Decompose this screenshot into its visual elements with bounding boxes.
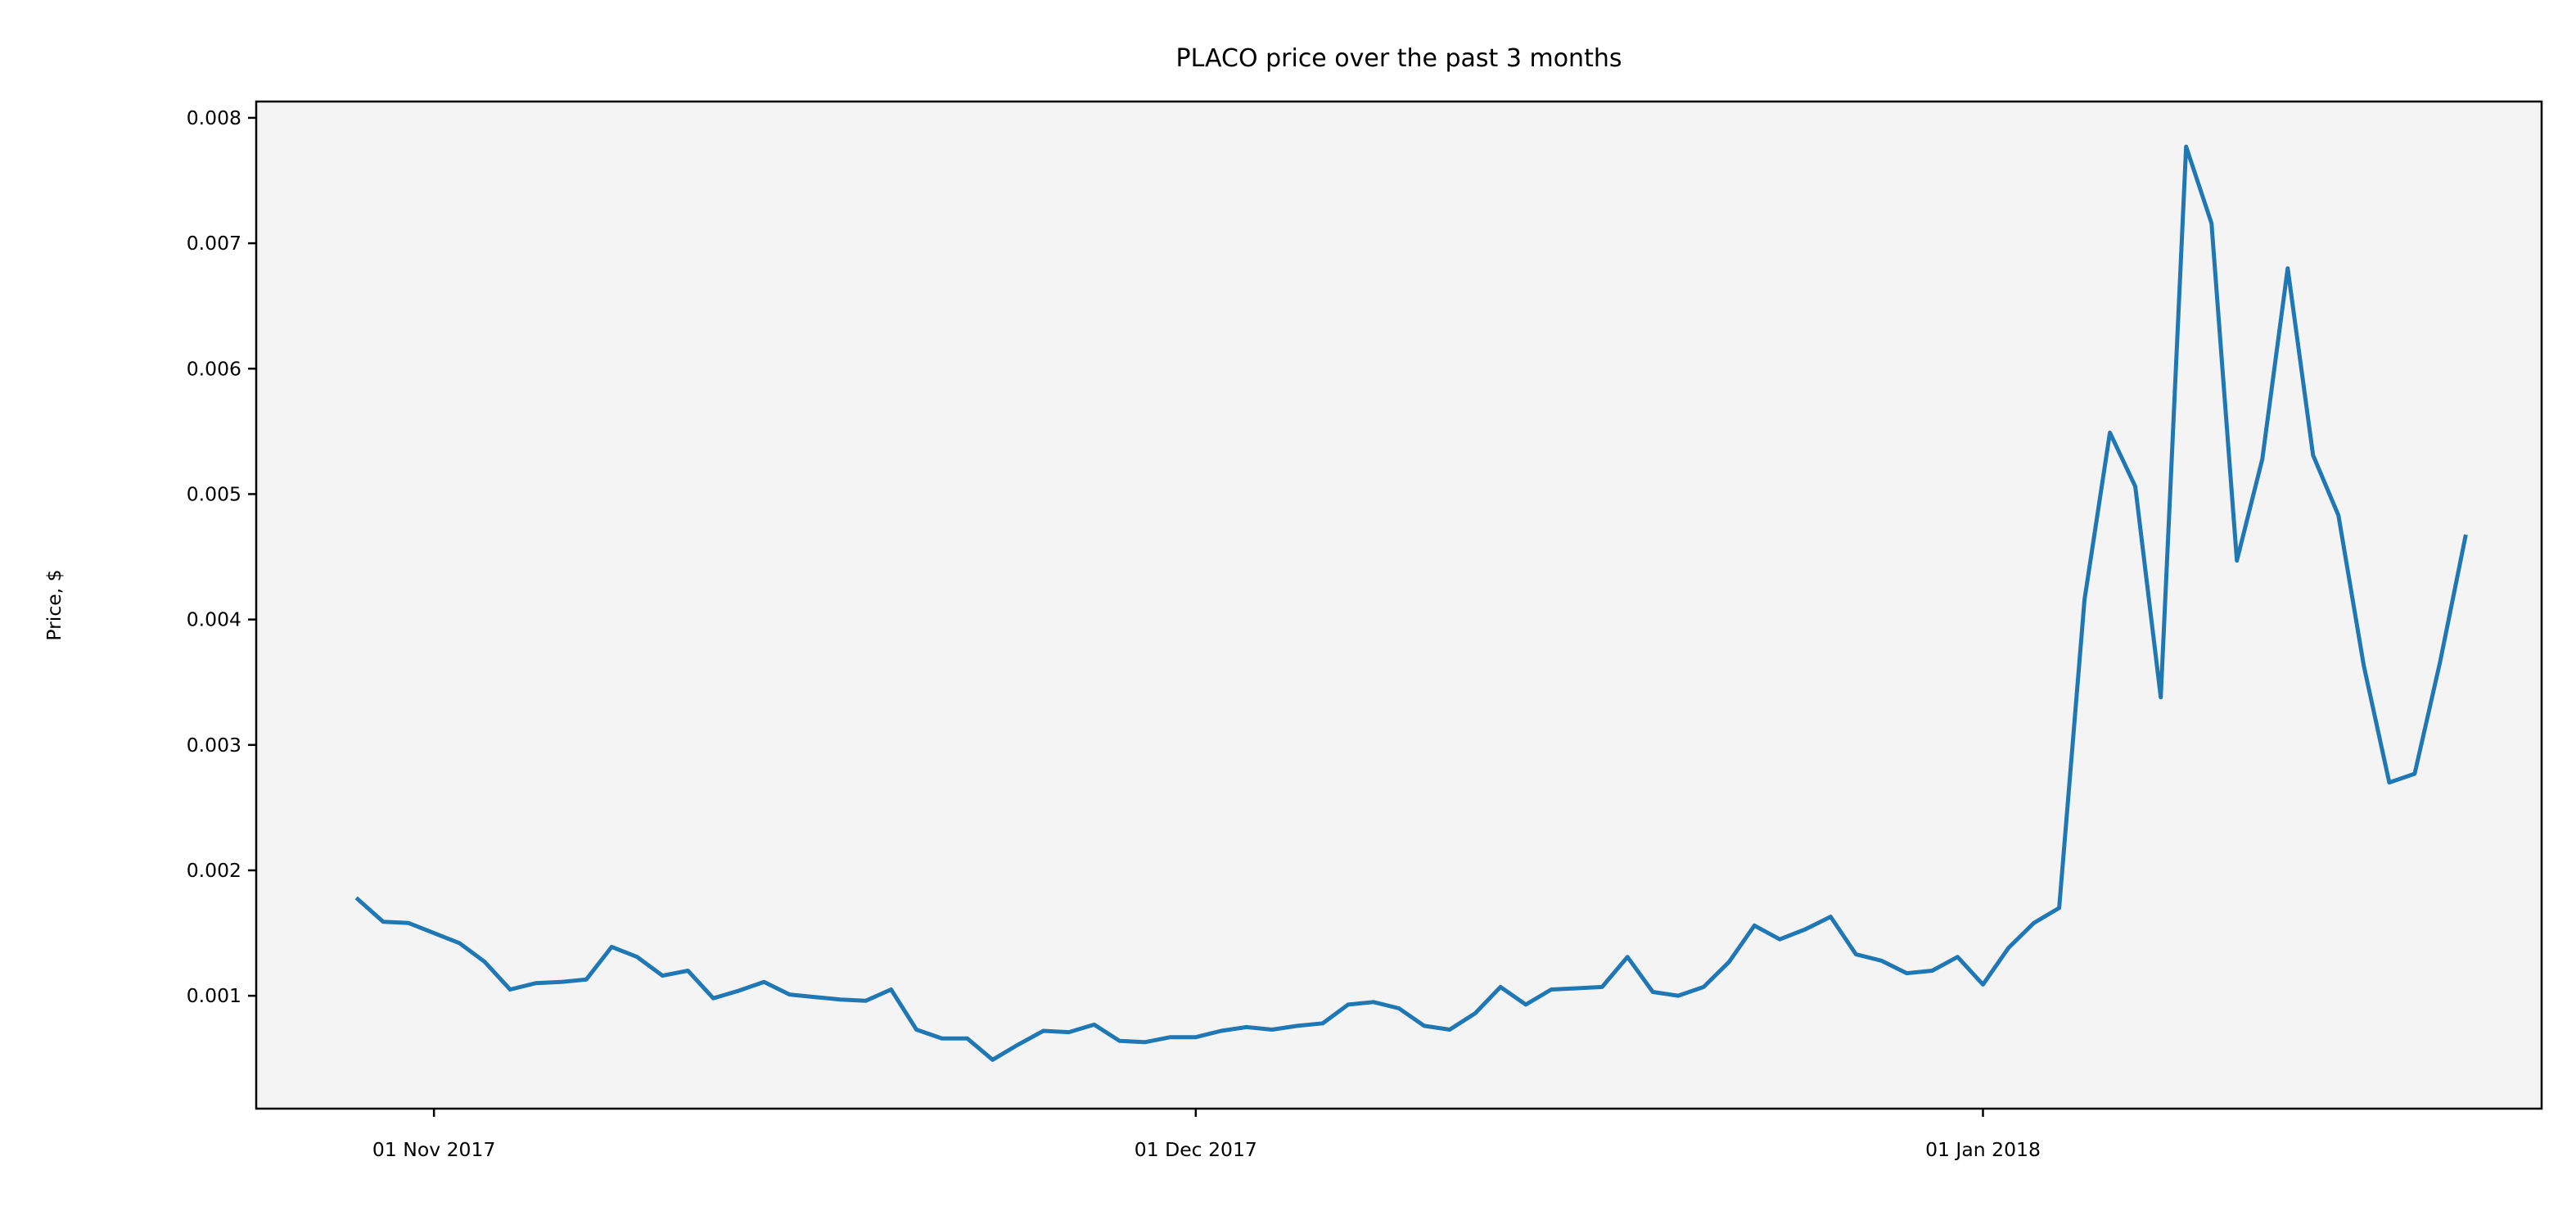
x-ticks: 01 Nov 2017 01 Dec 2017 01 Jan 2018 <box>372 1109 2041 1161</box>
y-tick-label: 0.007 <box>187 232 241 255</box>
chart-title: PLACO price over the past 3 months <box>1176 44 1622 73</box>
y-tick-label: 0.006 <box>187 357 241 380</box>
x-tick-label: 01 Nov 2017 <box>372 1138 496 1161</box>
x-tick-label: 01 Dec 2017 <box>1135 1138 1257 1161</box>
y-tick-label: 0.002 <box>187 859 241 882</box>
x-tick-label: 01 Jan 2018 <box>1925 1138 2041 1161</box>
price-series-line <box>354 144 2468 1062</box>
plot-area-background <box>256 102 2542 1109</box>
plot-area-frame <box>255 100 2543 1110</box>
y-tick-label: 0.008 <box>187 106 241 129</box>
y-tick-label: 0.001 <box>187 984 241 1007</box>
y-tick-label: 0.003 <box>187 734 241 757</box>
y-axis-label: Price, $ <box>43 569 65 640</box>
y-tick-label: 0.005 <box>187 482 241 505</box>
y-ticks: 0.001 0.002 0.003 0.004 0.005 0.006 0.007 0.008 <box>187 106 256 1007</box>
y-tick-label: 0.004 <box>187 608 241 631</box>
